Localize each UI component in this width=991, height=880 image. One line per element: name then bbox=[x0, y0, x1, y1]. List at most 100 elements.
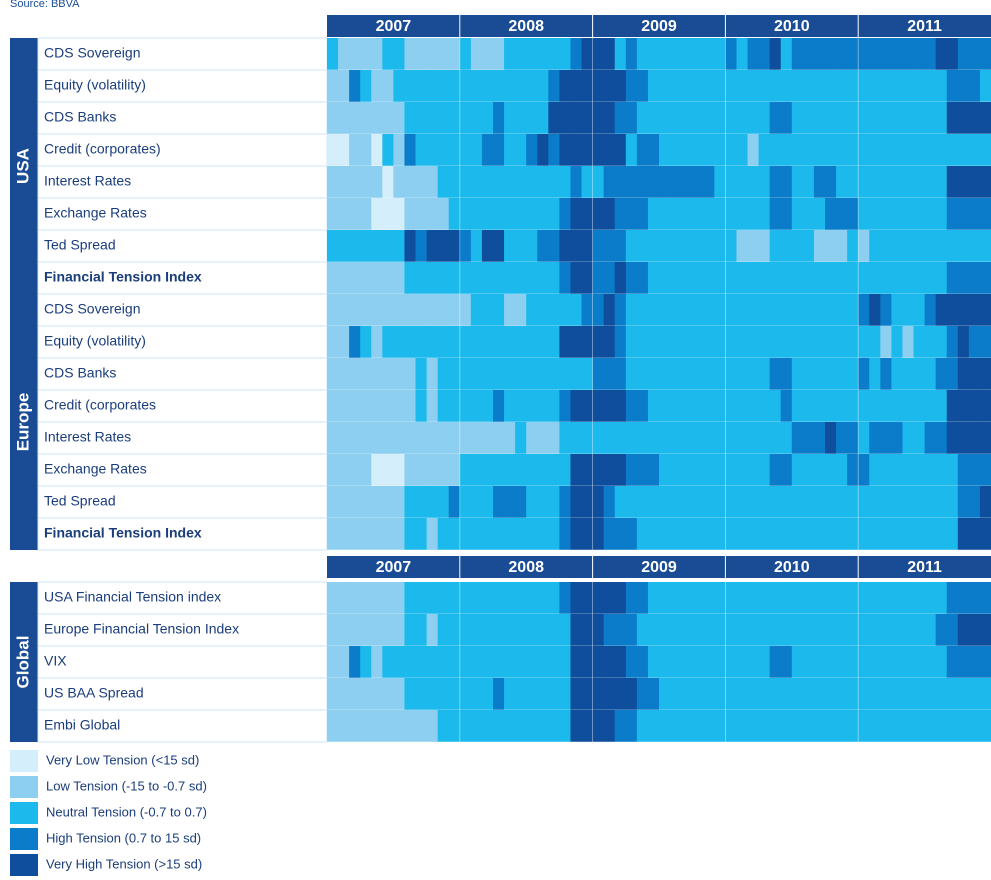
heat-cell bbox=[570, 262, 582, 294]
heat-cell bbox=[913, 70, 925, 102]
heat-cell bbox=[537, 166, 549, 198]
heat-cell bbox=[825, 166, 837, 198]
heat-cell bbox=[570, 518, 582, 550]
heat-cell bbox=[913, 38, 925, 70]
heat-cell bbox=[891, 710, 903, 742]
heat-cell bbox=[570, 326, 582, 358]
heat-cell bbox=[758, 70, 771, 102]
heat-cell bbox=[902, 518, 914, 550]
heat-cell bbox=[647, 326, 660, 358]
heat-cell bbox=[360, 38, 372, 70]
heat-cell bbox=[758, 454, 771, 486]
heat-cell bbox=[946, 422, 959, 454]
heat-cell bbox=[913, 102, 925, 134]
heat-cell bbox=[979, 230, 991, 262]
heat-cell bbox=[647, 646, 660, 678]
heat-cell bbox=[493, 198, 505, 230]
heat-cell bbox=[515, 134, 527, 166]
heat-cell bbox=[371, 518, 383, 550]
heat-cell bbox=[504, 358, 516, 390]
heat-cell bbox=[813, 486, 826, 518]
heat-cell bbox=[603, 166, 616, 198]
heat-cell bbox=[504, 390, 516, 422]
heat-cell bbox=[858, 678, 870, 710]
heat-cell bbox=[703, 390, 715, 422]
heat-cell bbox=[404, 454, 416, 486]
heat-cell bbox=[393, 486, 405, 518]
heat-cell bbox=[481, 134, 494, 166]
heat-cell bbox=[382, 390, 394, 422]
heat-cell bbox=[869, 422, 881, 454]
heat-cell bbox=[338, 198, 350, 230]
heat-cell bbox=[382, 646, 394, 678]
heat-cell bbox=[647, 134, 660, 166]
heat-cell bbox=[625, 710, 638, 742]
heat-cell bbox=[548, 518, 560, 550]
heat-cell bbox=[470, 582, 483, 614]
heat-cell bbox=[614, 230, 627, 262]
heat-cell bbox=[758, 358, 771, 390]
heat-cell bbox=[393, 422, 405, 454]
heat-cell bbox=[448, 38, 461, 70]
heat-cell bbox=[979, 614, 991, 646]
heat-cell bbox=[703, 38, 715, 70]
heat-cell bbox=[681, 358, 693, 390]
heat-cell bbox=[924, 390, 937, 422]
heat-cell bbox=[813, 326, 826, 358]
heat-cell bbox=[769, 262, 782, 294]
heat-cell bbox=[515, 70, 527, 102]
heat-cell bbox=[902, 486, 914, 518]
heat-cell bbox=[548, 646, 560, 678]
heat-cell bbox=[581, 294, 593, 326]
heat-cell bbox=[858, 582, 870, 614]
heat-cell bbox=[470, 262, 483, 294]
heat-cell bbox=[791, 646, 804, 678]
heat-cell bbox=[968, 454, 981, 486]
heat-cell bbox=[493, 38, 505, 70]
heat-cell bbox=[548, 422, 560, 454]
heat-cell bbox=[791, 358, 804, 390]
heat-cell bbox=[913, 614, 925, 646]
heat-cell bbox=[659, 294, 671, 326]
heat-cell bbox=[902, 358, 914, 390]
heat-cell bbox=[636, 198, 649, 230]
heat-cell bbox=[725, 646, 737, 678]
heat-cell bbox=[813, 358, 826, 390]
heat-cell bbox=[891, 38, 903, 70]
heat-cell bbox=[813, 582, 826, 614]
heat-cell bbox=[327, 710, 339, 742]
heat-cell bbox=[504, 166, 516, 198]
heat-cell bbox=[869, 582, 881, 614]
heat-cell bbox=[968, 38, 981, 70]
heat-cell bbox=[979, 454, 991, 486]
heat-cell bbox=[880, 358, 892, 390]
heat-cell bbox=[681, 678, 693, 710]
heat-cell bbox=[968, 390, 981, 422]
heat-cell bbox=[371, 38, 383, 70]
heat-cell bbox=[747, 486, 759, 518]
heat-cell bbox=[327, 486, 339, 518]
heat-cell bbox=[747, 198, 759, 230]
heat-cell bbox=[537, 678, 549, 710]
heat-cell bbox=[913, 134, 925, 166]
heat-cell bbox=[725, 326, 737, 358]
heat-cell bbox=[924, 486, 937, 518]
heat-cell bbox=[924, 198, 937, 230]
heat-cell bbox=[813, 102, 826, 134]
heat-cell bbox=[592, 134, 605, 166]
heat-cell bbox=[592, 198, 605, 230]
heat-cell bbox=[349, 70, 361, 102]
heat-cell bbox=[825, 614, 837, 646]
heat-cell bbox=[880, 454, 892, 486]
heat-cell bbox=[448, 230, 461, 262]
heat-cell bbox=[570, 422, 582, 454]
heat-cell bbox=[636, 230, 649, 262]
heat-cell bbox=[802, 166, 815, 198]
heat-cell bbox=[581, 390, 593, 422]
heat-cell bbox=[902, 230, 914, 262]
heat-cell bbox=[747, 614, 759, 646]
heat-cell bbox=[470, 454, 483, 486]
heat-cell bbox=[371, 102, 383, 134]
heat-cell bbox=[725, 262, 737, 294]
heat-cell bbox=[548, 166, 560, 198]
